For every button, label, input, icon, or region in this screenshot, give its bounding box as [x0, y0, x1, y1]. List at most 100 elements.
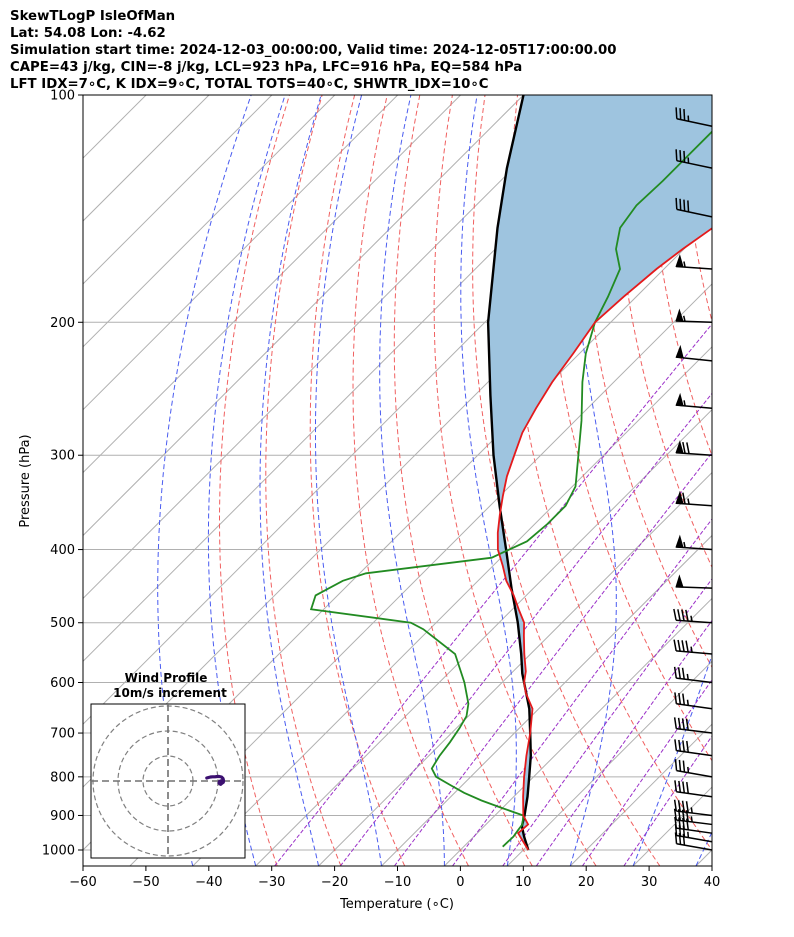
moist-adiabat-line — [315, 95, 382, 866]
barb-full — [685, 718, 689, 731]
wind-barb — [675, 254, 713, 270]
chart-title: SkewTLogP IsleOfMan — [10, 9, 176, 24]
barb-full — [673, 608, 677, 621]
wind-barb — [674, 759, 713, 778]
barb-staff — [676, 834, 713, 843]
y-tick-label: 400 — [50, 543, 75, 558]
barb-flag — [675, 308, 684, 322]
barb-half — [687, 766, 690, 773]
wind-barb — [674, 780, 713, 798]
barb-full — [675, 197, 678, 210]
wind-barb — [674, 816, 713, 834]
dry-adiabat-line — [778, 95, 794, 866]
barb-full — [686, 781, 689, 794]
barb-full — [677, 717, 681, 730]
mixing-ratio-line — [339, 392, 712, 866]
barb-full — [674, 816, 678, 829]
barb-full — [678, 833, 682, 845]
barb-half — [683, 400, 686, 407]
y-tick-label: 600 — [50, 676, 75, 691]
barb-full — [679, 150, 682, 162]
x-tick-label: 0 — [456, 875, 464, 890]
barb-full — [681, 667, 685, 680]
barb-flag — [675, 254, 684, 268]
barb-full — [685, 801, 689, 813]
isotherm-line — [83, 95, 336, 348]
cape-area — [488, 95, 712, 847]
barb-half — [690, 615, 693, 622]
barb-full — [681, 800, 685, 813]
x-tick-label: 40 — [704, 875, 721, 890]
isotherm-line — [83, 95, 399, 411]
barb-full — [673, 808, 678, 821]
isotherm-line — [444, 597, 712, 866]
dry-adiabat-line — [580, 95, 712, 669]
wind-barb — [673, 608, 713, 624]
wind-barb — [673, 666, 713, 684]
barb-full — [677, 667, 681, 679]
isotherm-line — [569, 723, 712, 866]
x-tick-label: −60 — [69, 875, 96, 890]
inset-subtitle: 10m/s increment — [113, 686, 227, 700]
dry-adiabat-line — [352, 95, 469, 866]
barb-full — [683, 109, 686, 121]
barb-staff — [676, 702, 713, 710]
axis-layer: −60 −50 −40 −30 −20 −10 0 10 20 30 40 1000 900 800 700… — [42, 89, 720, 891]
moist-adiabat-line — [207, 95, 286, 866]
wind-profile-inset: Wind Profile 10m/s increment — [90, 671, 246, 859]
barb-flag — [675, 534, 684, 549]
x-tick-label: −40 — [195, 875, 222, 890]
moist-adiabat-line — [157, 95, 252, 866]
isotherm-line — [192, 346, 712, 866]
barb-staff — [676, 677, 713, 684]
barb-full — [678, 780, 682, 793]
dry-adiabat-line — [746, 95, 794, 866]
barb-full — [682, 781, 686, 793]
wind-barb — [675, 344, 713, 362]
barb-flag — [675, 574, 684, 588]
dry-adiabat-line — [265, 95, 342, 866]
moist-adiabat-line — [632, 653, 712, 866]
barb-half — [690, 816, 693, 823]
moist-adiabat-line — [259, 95, 322, 866]
isotherm-line — [83, 95, 273, 285]
y-tick-label: 100 — [50, 89, 75, 104]
x-tick-label: 30 — [641, 875, 658, 890]
barb-staff — [676, 159, 713, 169]
barb-full — [686, 740, 689, 753]
x-tick-label: −50 — [132, 875, 159, 890]
wind-barb — [675, 392, 713, 410]
barb-full — [677, 800, 681, 812]
moist-adiabat-line — [379, 95, 445, 866]
y-tick-label: 900 — [50, 809, 75, 824]
barb-full — [687, 200, 690, 212]
barb-full — [674, 780, 678, 792]
y-tick-label: 800 — [50, 770, 75, 785]
mixing-ratio-line — [274, 323, 712, 866]
isotherm-line — [506, 660, 712, 866]
mixing-ratio-line — [535, 619, 712, 866]
wind-barb — [675, 107, 713, 127]
barb-full — [681, 640, 685, 652]
barb-full — [674, 692, 678, 704]
barb-staff — [676, 727, 713, 734]
barb-flag — [675, 392, 684, 407]
wind-barb — [673, 717, 713, 734]
wind-barb — [673, 639, 713, 655]
isotherm-line — [255, 408, 712, 866]
x-tick-label: 10 — [515, 875, 532, 890]
barb-half — [683, 541, 686, 548]
barb-half — [686, 673, 689, 680]
barb-full — [678, 817, 682, 829]
barb-full — [686, 442, 690, 454]
inset-title: Wind Profile — [125, 671, 208, 685]
parcel-line — [486, 95, 533, 851]
barb-full — [685, 640, 689, 653]
barb-half — [686, 699, 689, 706]
barb-full — [686, 818, 689, 830]
barb-full — [683, 199, 686, 212]
wind-barb — [674, 739, 713, 757]
barb-half — [682, 315, 686, 322]
barb-full — [682, 760, 686, 773]
barb-half — [683, 261, 686, 268]
